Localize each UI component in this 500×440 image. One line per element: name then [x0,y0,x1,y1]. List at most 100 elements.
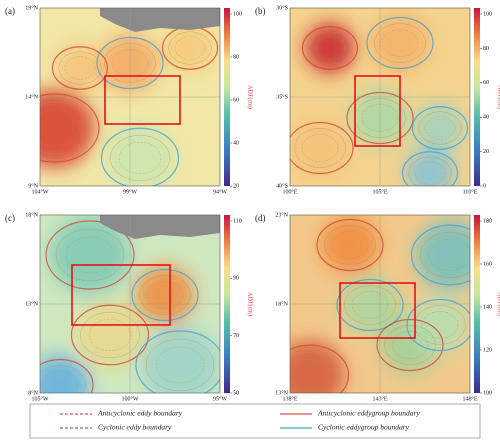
colorbar-tick-label: 100 [233,11,242,17]
colorbar-tick-label: 40 [233,140,239,146]
contour [376,318,444,372]
adt-blob [140,325,220,393]
contour [384,325,436,365]
contour [290,344,350,393]
contour [406,298,470,352]
map-frame [289,7,471,187]
contour [88,319,132,351]
contour [118,142,162,174]
lat-label: 18°N [275,300,288,307]
contour [40,101,90,155]
colorbar-label: ADT(cm) [247,85,254,109]
contour [314,36,346,60]
contour [401,151,459,186]
contour [301,134,339,162]
lon-label: 95°W [213,395,227,402]
colorbar [224,215,230,393]
lon-label: 110°E [463,188,478,195]
lon-label: 94°W [213,188,227,195]
colorbar-tick-label: 60 [233,97,239,103]
contour [324,225,376,265]
adt-blob [40,88,95,168]
contour [290,359,332,391]
study-region [71,264,171,326]
colorbar-tick-label: 50 [233,390,239,396]
contour [336,278,404,332]
lat-label: 8°N [28,389,38,396]
colorbar-tick-label: 100 [483,11,492,17]
legend-label: Cyclonic eddy boundary [98,423,172,432]
contour [411,106,469,150]
colorbar-tick-label: 120 [483,347,492,353]
lat-label: 19°N [25,4,38,11]
colorbar-tick-label: 20 [483,149,489,155]
adt-blob [370,13,430,73]
contour [58,51,102,85]
colorbar-tick-label: 70 [233,333,239,339]
contour [366,16,434,70]
contour [174,36,206,60]
contour [40,358,94,393]
study-region [104,75,181,125]
adt-field [40,215,220,393]
lat-label: 40°S [276,182,288,189]
colorbar-tick-label: 40 [483,115,489,121]
contour [139,275,191,315]
contour [316,218,384,272]
adt-blob [50,215,130,295]
contour [131,268,199,322]
contour [428,239,470,271]
map [40,215,220,393]
contour [51,46,109,90]
adt-blob [320,215,380,275]
adt-blob [340,275,400,335]
lon-label: 105°W [31,395,48,402]
lon-label: 100°E [282,188,297,195]
legend-label: Cyclonic eddygroup boundary [318,423,410,432]
contour [80,312,140,358]
adt-blob [305,23,355,73]
colorbar-tick-label: 60 [483,80,489,86]
contour [418,111,462,145]
colorbar-tick-label: 80 [483,46,489,52]
adt-blob [405,148,455,186]
colorbar-tick-label: 180 [483,218,492,224]
contour [301,26,359,70]
colorbar-tick-label: 0 [483,183,486,189]
lon-label: 100°W [121,395,138,402]
colorbar-tick-label: 140 [483,304,492,310]
legend-label: Anticyclonic eddy boundary [97,409,183,418]
contour [308,31,352,65]
contour [55,228,125,282]
contour [40,365,86,393]
lat-label: 30°S [276,4,288,11]
colorbar-tick-label: 100 [483,390,492,396]
adt-blob [415,103,465,153]
map [290,215,470,393]
map-frame [39,7,221,187]
contour [374,23,426,63]
adt-blob [415,220,470,290]
contour [294,128,346,168]
map-frame [289,214,471,394]
adt-blob [135,265,195,325]
contour [135,330,220,393]
adt-blob [55,43,105,93]
map-frame [39,214,221,394]
lat-label: 13°N [25,300,38,307]
contour [331,231,369,259]
colorbar-tick-label: 160 [483,261,492,267]
contour [381,29,419,57]
contour [420,232,470,278]
lat-label: 35°S [276,93,288,100]
map [290,8,470,186]
colorbar [474,8,480,186]
contour [145,338,215,392]
contour [290,121,354,175]
colorbar-tick-label: 90 [233,276,239,282]
contour [40,93,100,163]
contour [110,135,170,181]
